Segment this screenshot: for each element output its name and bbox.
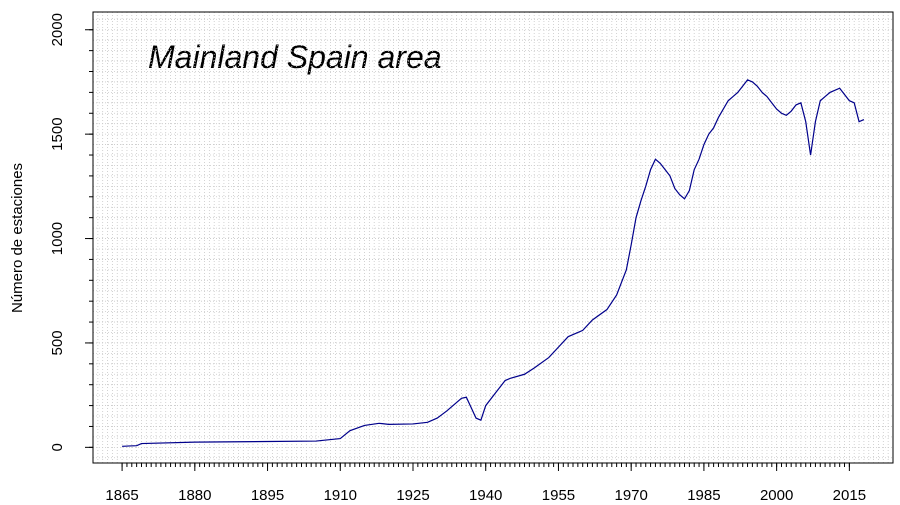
x-tick-label: 1940 <box>469 487 502 504</box>
x-tick-label: 1895 <box>251 487 284 504</box>
y-axis-label: Número de estaciones <box>9 163 26 313</box>
y-tick-label: 1000 <box>49 222 66 255</box>
y-tick-label: 2000 <box>49 13 66 46</box>
data-line <box>122 79 865 447</box>
x-tick-label: 2015 <box>833 487 866 504</box>
x-tick-label: 1910 <box>324 487 357 504</box>
x-tick-label: 1955 <box>542 487 575 504</box>
x-tick-label: 1985 <box>687 487 720 504</box>
plot-frame <box>92 11 894 464</box>
chart-title: Mainland Spain area <box>148 39 442 75</box>
x-tick-label: 1880 <box>178 487 211 504</box>
y-tick-label: 500 <box>49 330 66 355</box>
y-tick-label: 1500 <box>49 117 66 150</box>
x-tick-label: 1925 <box>396 487 429 504</box>
x-tick-label: 1970 <box>614 487 647 504</box>
y-tick-label: 0 <box>49 443 66 451</box>
x-tick-label: 1865 <box>105 487 138 504</box>
x-tick-label: 2000 <box>760 487 793 504</box>
